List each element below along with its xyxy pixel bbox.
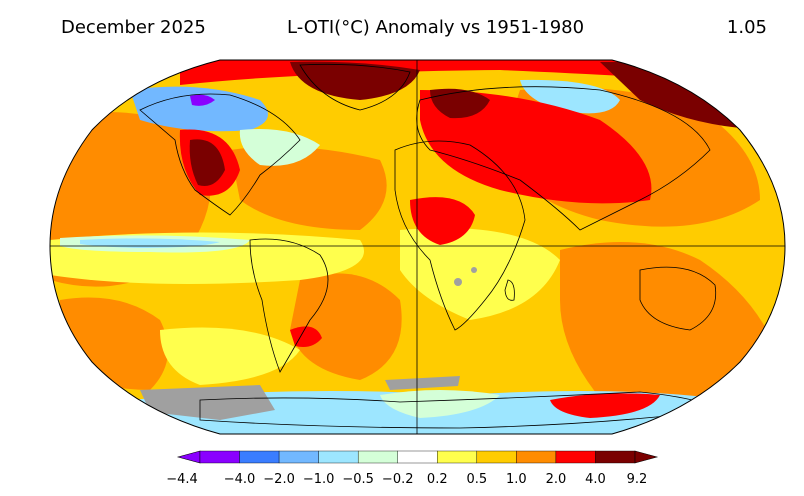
field-antarctic-east-hot [550,393,660,418]
field-argentina-hot [290,326,322,347]
field-antarctic-light [380,390,500,418]
colorbar-cell [357,450,398,464]
colorbar-tick-label: −1.0 [302,472,335,487]
coast-australia [639,266,717,331]
field-alaska-cool [130,86,268,132]
colorbar-cell [278,450,319,464]
anomaly-map [49,59,786,435]
field-nodata-west-antarctica [140,385,275,420]
coast-madagascar [504,279,515,301]
coast-eurasia [416,86,711,231]
colorbar-cell [516,450,557,464]
colorbar-tick-label: 0.5 [466,472,488,487]
field-arctic-extreme-cold [190,94,215,106]
colorbar-tick-label: 4.0 [585,472,606,487]
field-scandinavia-extreme [430,88,490,119]
field-south-america [290,273,402,380]
coast-south-america [249,238,329,373]
field-western-na-extreme [189,139,225,186]
coast-greenland [299,63,411,111]
field-nodata-antarctic-peninsula [385,376,460,390]
colorbar-extend-low [176,450,201,464]
colorbar-extend-high [634,450,659,464]
colorbar-cell [476,450,517,464]
colorbar-tick-label: 1.0 [506,472,527,487]
colorbar-cell [239,450,280,464]
colorbar-tick-label: −4.4 [166,472,198,487]
colorbar-tick-label: 0.2 [426,472,448,487]
colorbar-tick-label: −4.0 [223,472,256,487]
global-mean-value: 1.05 [726,17,767,38]
globe-outline [49,59,786,435]
colorbar-cell [595,450,636,464]
colorbar-cell [199,450,240,464]
colorbar-cell [437,450,478,464]
coast-africa [394,140,526,331]
colorbar-tick-label: 2.0 [545,472,567,487]
colorbar-cell [397,450,438,464]
field-eurasia-hot [420,90,652,204]
colorbar-tick-label: 9.2 [626,472,648,487]
field-greenland-extreme [290,61,420,100]
coast-north-america [139,93,301,216]
colorbar-tick-label: −0.5 [342,472,374,487]
colorbar-tick-label: −0.2 [381,472,414,487]
field-nodata-africa [454,278,462,286]
map-title: L-OTI(°C) Anomaly vs 1951-1980 [287,17,585,38]
field-africa-band [400,228,560,320]
field-nodata-africa-2 [471,267,477,273]
date-label: December 2025 [61,17,206,38]
colorbar-cell [555,450,596,464]
field-siberia-cool [520,79,620,114]
colorbar-tick-label: −2.0 [263,472,295,487]
field-south-band [160,327,300,385]
field-central-africa-hot [410,197,475,245]
coastlines [139,63,722,429]
field-hudson-cool [239,129,320,166]
colorbar-cell [318,450,359,464]
